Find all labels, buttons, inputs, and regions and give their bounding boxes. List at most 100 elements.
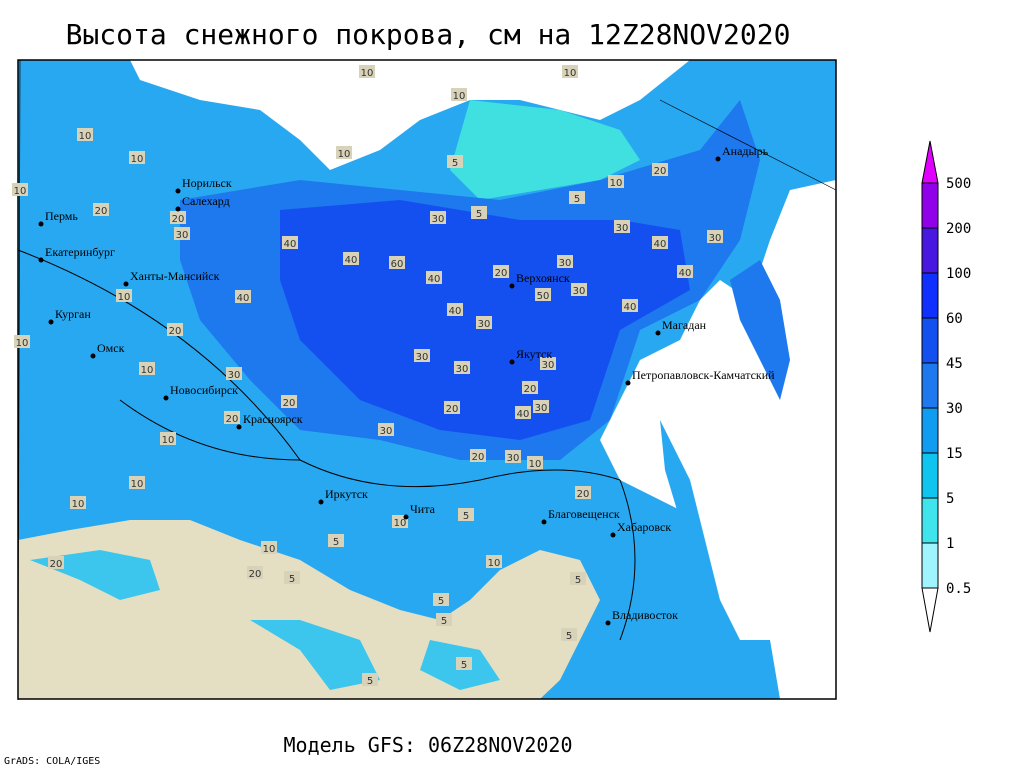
contour-label: 40	[624, 302, 637, 313]
contour-label: 5	[566, 631, 572, 642]
legend-label: 1	[946, 536, 954, 552]
contour-label: 10	[131, 154, 144, 165]
contour-label-box	[224, 411, 240, 424]
contour-label-box	[493, 265, 509, 278]
contour-label-box	[282, 236, 298, 249]
contour-label: 10	[394, 518, 407, 529]
city-name: Чита	[410, 502, 436, 516]
contour-label: 40	[428, 274, 441, 285]
city-name: Новосибирск	[170, 383, 238, 397]
contour-label-box	[139, 362, 155, 375]
contour-label: 10	[131, 479, 144, 490]
subtitle: Модель GFS: 06Z28NOV2020	[284, 733, 573, 757]
contour-label-box	[170, 211, 186, 224]
contour-label-box	[652, 236, 668, 249]
contour-label-box	[48, 556, 64, 569]
legend-label: 60	[946, 311, 963, 327]
city-dot	[715, 156, 721, 162]
contour-label-box	[486, 555, 502, 568]
legend-swatch	[921, 452, 939, 499]
contour-label-box	[160, 432, 176, 445]
contour-label-box	[622, 299, 638, 312]
contour-label-box	[456, 657, 472, 670]
contour-label: 30	[573, 286, 586, 297]
contour-label: 10	[338, 149, 351, 160]
city-dot	[38, 257, 44, 263]
contour-label-box	[447, 303, 463, 316]
legend-swatch	[921, 497, 939, 544]
contour-label: 5	[452, 158, 458, 169]
contour-label: 20	[172, 214, 185, 225]
contour-label: 40	[654, 239, 667, 250]
city-name: Петропавловск-Камчатский	[632, 368, 775, 382]
contour-label-box	[561, 628, 577, 641]
city-dot	[655, 330, 661, 336]
contour-label-box	[522, 381, 538, 394]
city-name: Курган	[55, 307, 91, 321]
contour-label-box	[447, 155, 463, 168]
contour-label: 10	[610, 178, 623, 189]
contour-label-box	[14, 335, 30, 348]
contour-label-box	[614, 220, 630, 233]
contour-label-box	[129, 151, 145, 164]
contour-label-box	[430, 211, 446, 224]
contour-label: 5	[575, 575, 581, 586]
contour-label-box	[12, 183, 28, 196]
city-dot	[318, 499, 324, 505]
city-dot	[38, 221, 44, 227]
contour-label-box	[535, 288, 551, 301]
contour-label-box	[569, 191, 585, 204]
city-name: Магадан	[662, 318, 707, 332]
contour-label: 40	[237, 293, 250, 304]
legend-swatch	[921, 272, 939, 319]
city-dot	[123, 281, 129, 287]
city-name: Красноярск	[243, 412, 303, 426]
contour-label-box	[505, 450, 521, 463]
contour-label-box	[470, 449, 486, 462]
contour-label: 5	[441, 616, 447, 627]
contour-label-box	[261, 541, 277, 554]
contour-label-box	[451, 88, 467, 101]
contour-label-box	[540, 357, 556, 370]
contour-label-box	[359, 65, 375, 78]
contour-label: 40	[449, 306, 462, 317]
contour-label: 30	[176, 230, 189, 241]
legend-swatch	[921, 317, 939, 364]
contour-label: 10	[488, 558, 501, 569]
contour-label: 5	[461, 660, 467, 671]
city-dot	[605, 620, 611, 626]
contour-label-box	[116, 289, 132, 302]
city-dot	[48, 319, 54, 325]
contour-label-box	[235, 290, 251, 303]
contour-label: 20	[283, 398, 296, 409]
contour-label: 5	[476, 209, 482, 220]
legend-label: 15	[946, 446, 963, 462]
contour-label-box	[389, 256, 405, 269]
contour-label-box	[515, 406, 531, 419]
legend-label: 100	[946, 266, 971, 282]
legend-swatch	[921, 587, 939, 633]
contour-label-box	[328, 534, 344, 547]
city-dot	[175, 206, 181, 212]
contour-label: 10	[263, 544, 276, 555]
contour-label: 60	[391, 259, 404, 270]
city-dot	[90, 353, 96, 359]
contour-label-box	[284, 571, 300, 584]
contour-label: 20	[577, 489, 590, 500]
city-name: Норильск	[182, 176, 232, 190]
city-dot	[541, 519, 547, 525]
contour-label-box	[343, 252, 359, 265]
contour-label: 10	[162, 435, 175, 446]
contour-label-box	[571, 283, 587, 296]
city-dot	[163, 395, 169, 401]
contour-label-box	[426, 271, 442, 284]
contour-label-box	[677, 265, 693, 278]
contour-label-box	[436, 613, 452, 626]
contour-label: 30	[478, 319, 491, 330]
contour-label: 20	[226, 414, 239, 425]
legend-label: 0.5	[946, 581, 971, 597]
city-name: Якутск	[516, 347, 552, 361]
legend-label: 5	[946, 491, 954, 507]
contour-label-box	[533, 400, 549, 413]
contour-label: 20	[446, 404, 459, 415]
